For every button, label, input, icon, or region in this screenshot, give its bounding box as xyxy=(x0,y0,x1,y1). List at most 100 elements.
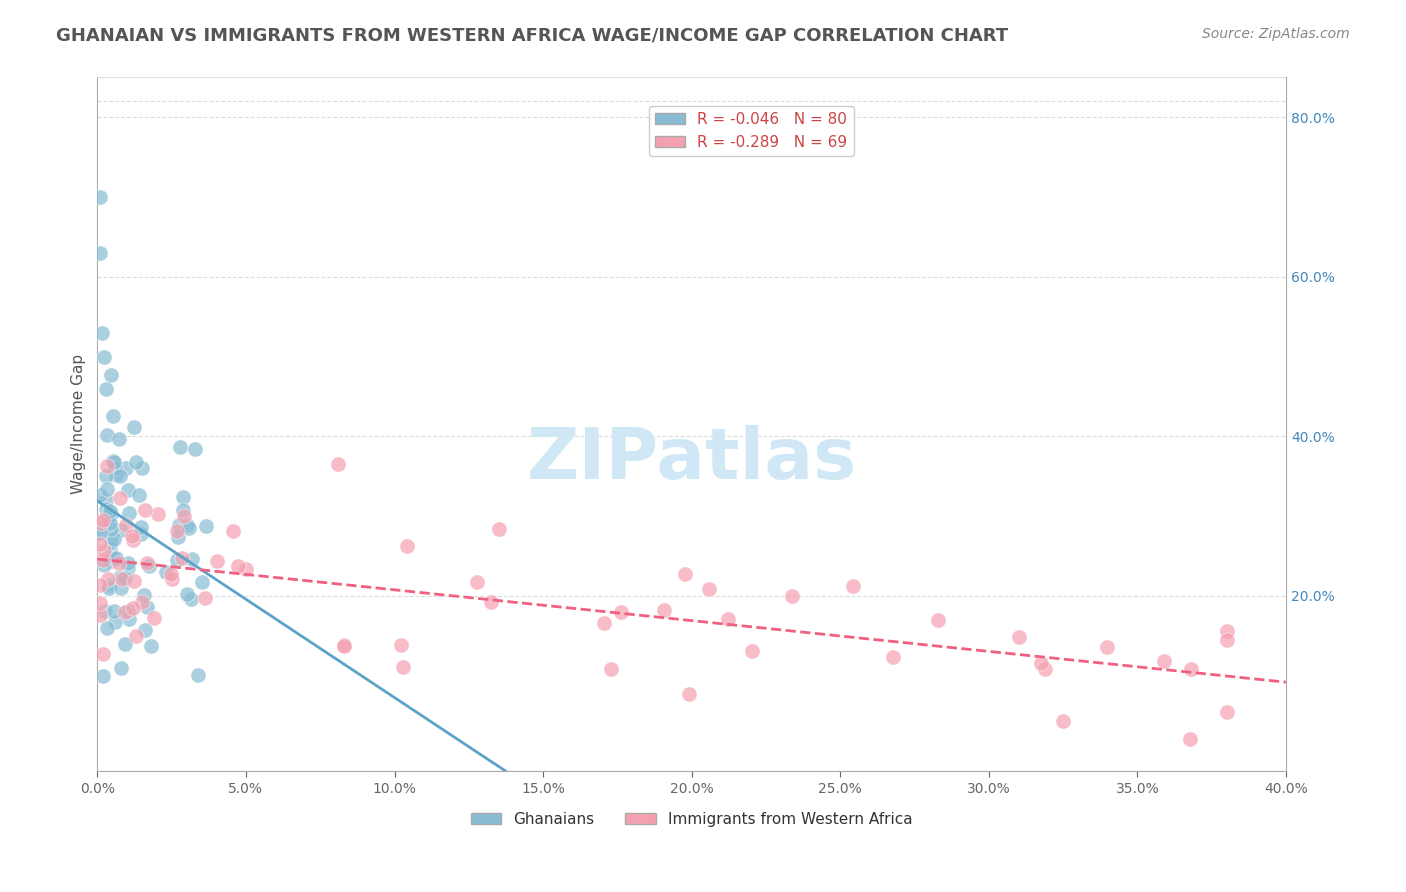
Point xyxy=(89,537,111,551)
Point xyxy=(114,637,136,651)
Point xyxy=(235,562,257,576)
Point xyxy=(117,557,139,571)
Point xyxy=(1153,654,1175,668)
Point xyxy=(107,556,129,570)
Point xyxy=(122,574,145,588)
Point xyxy=(138,558,160,573)
Point xyxy=(180,592,202,607)
Point xyxy=(333,638,356,652)
Point xyxy=(98,578,121,592)
Point xyxy=(104,615,127,629)
Point xyxy=(1052,714,1074,728)
Point xyxy=(131,460,153,475)
Point xyxy=(166,524,188,538)
Point xyxy=(105,467,128,482)
Point xyxy=(105,551,128,566)
Point xyxy=(160,567,183,582)
Point xyxy=(101,409,124,423)
Point xyxy=(96,427,118,442)
Point xyxy=(697,582,720,596)
Point xyxy=(98,581,121,595)
Point xyxy=(117,604,139,618)
Point xyxy=(167,530,190,544)
Point xyxy=(780,589,803,603)
Point xyxy=(1215,705,1237,719)
Point xyxy=(124,454,146,468)
Point xyxy=(100,368,122,383)
Point xyxy=(91,326,114,340)
Legend: Ghanaians, Immigrants from Western Africa: Ghanaians, Immigrants from Western Afric… xyxy=(464,805,918,833)
Point xyxy=(927,613,949,627)
Point xyxy=(222,524,245,538)
Point xyxy=(135,556,157,570)
Point xyxy=(89,246,111,260)
Point xyxy=(97,509,120,524)
Point xyxy=(100,541,122,556)
Point xyxy=(170,550,193,565)
Point xyxy=(94,492,117,507)
Point xyxy=(654,603,676,617)
Point xyxy=(176,518,198,533)
Point xyxy=(96,621,118,635)
Point xyxy=(108,468,131,483)
Point xyxy=(609,606,631,620)
Point xyxy=(93,544,115,558)
Point xyxy=(118,612,141,626)
Point xyxy=(98,503,121,517)
Point xyxy=(479,595,502,609)
Point xyxy=(114,605,136,619)
Point xyxy=(194,591,217,606)
Point xyxy=(1178,732,1201,747)
Point xyxy=(110,661,132,675)
Point xyxy=(184,442,207,457)
Point xyxy=(172,503,194,517)
Point xyxy=(599,662,621,676)
Point xyxy=(111,572,134,586)
Point xyxy=(166,553,188,567)
Point xyxy=(96,482,118,496)
Point xyxy=(89,607,111,622)
Point xyxy=(1029,656,1052,670)
Point xyxy=(741,643,763,657)
Point xyxy=(115,517,138,532)
Point xyxy=(172,490,194,504)
Point xyxy=(392,659,415,673)
Point xyxy=(1008,630,1031,644)
Point xyxy=(129,519,152,533)
Point xyxy=(191,574,214,589)
Point xyxy=(593,615,616,630)
Point xyxy=(326,457,349,471)
Point xyxy=(89,578,111,592)
Point xyxy=(1215,633,1237,648)
Point xyxy=(108,569,131,583)
Point xyxy=(89,525,111,540)
Point xyxy=(93,669,115,683)
Point xyxy=(129,526,152,541)
Point xyxy=(103,532,125,546)
Point xyxy=(882,649,904,664)
Point xyxy=(100,507,122,521)
Point xyxy=(134,589,156,603)
Point xyxy=(114,571,136,585)
Point xyxy=(180,552,202,566)
Point xyxy=(91,647,114,661)
Point xyxy=(90,516,112,530)
Y-axis label: Wage/Income Gap: Wage/Income Gap xyxy=(72,354,86,494)
Point xyxy=(396,539,419,553)
Point xyxy=(187,668,209,682)
Point xyxy=(94,501,117,516)
Point xyxy=(389,638,412,652)
Point xyxy=(226,559,249,574)
Point xyxy=(842,579,865,593)
Point xyxy=(169,517,191,532)
Point xyxy=(96,382,118,396)
Point xyxy=(332,640,354,654)
Point xyxy=(91,523,114,537)
Point xyxy=(117,483,139,498)
Point xyxy=(103,455,125,469)
Point xyxy=(100,554,122,568)
Text: Source: ZipAtlas.com: Source: ZipAtlas.com xyxy=(1202,27,1350,41)
Point xyxy=(122,601,145,615)
Point xyxy=(117,506,139,520)
Text: ZIPatlas: ZIPatlas xyxy=(527,425,856,493)
